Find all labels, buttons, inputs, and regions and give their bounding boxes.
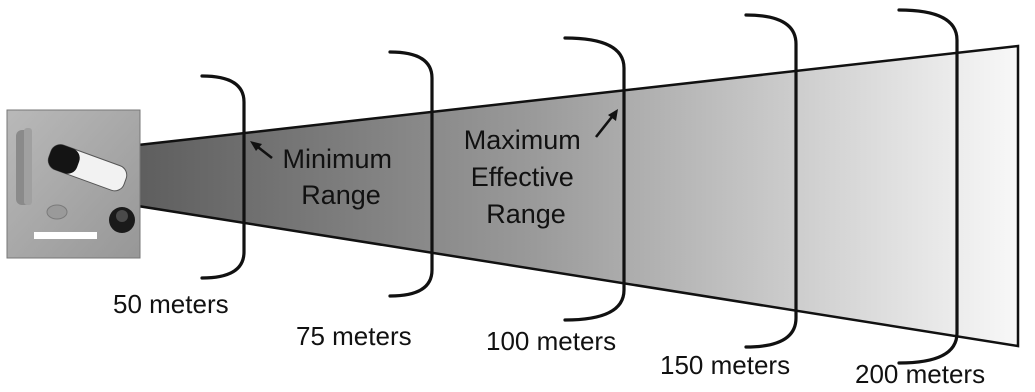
photo-of-munition-parts (6, 109, 141, 259)
distance-label-200: 200 meters (855, 359, 985, 389)
distance-label-50: 50 meters (113, 289, 229, 319)
distance-label-150: 150 meters (660, 350, 790, 380)
minimum-range-arrow (250, 141, 273, 160)
maximum-effective-range-label: Maximum Effective Range (464, 125, 589, 229)
maximum-effective-range-label-line-3: Range (486, 199, 566, 229)
minimum-range-label: Minimum Range (282, 144, 399, 210)
maximum-effective-range-arrow (594, 109, 618, 138)
maximum-effective-range-label-line-1: Maximum (464, 125, 581, 155)
distance-label-100: 100 meters (486, 326, 616, 356)
range-bracket-50 (200, 74, 246, 280)
range-bracket-150 (744, 13, 798, 349)
range-cone (136, 44, 1020, 348)
maximum-effective-range-label-line-2: Effective (471, 162, 574, 192)
minimum-range-label-line-1: Minimum (282, 144, 392, 174)
range-bracket-75 (388, 50, 434, 298)
range-bracket-100 (563, 36, 626, 322)
distance-label-75: 75 meters (296, 321, 412, 351)
minimum-range-label-line-2: Range (301, 180, 381, 210)
range-bracket-200 (897, 8, 959, 365)
